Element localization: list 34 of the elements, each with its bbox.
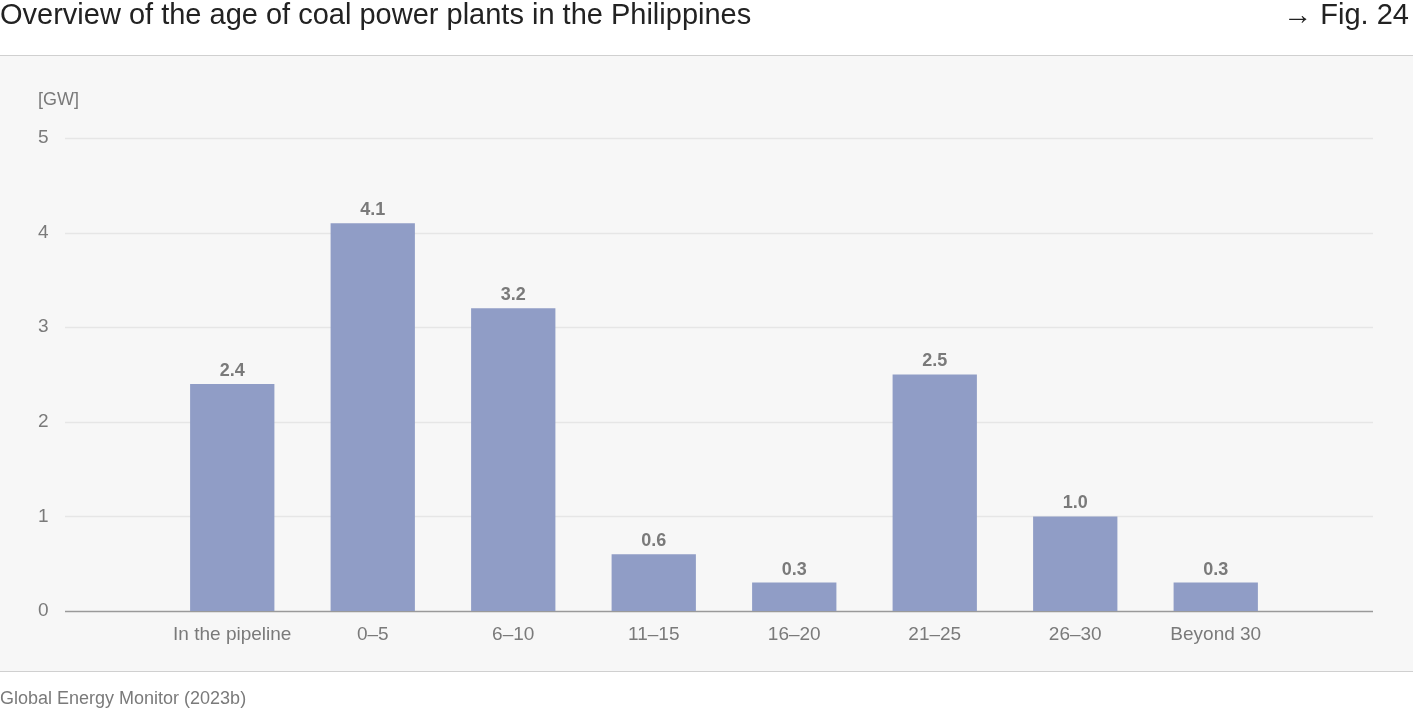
bar bbox=[752, 582, 837, 611]
x-tick-label: 0–5 bbox=[356, 622, 389, 644]
bar bbox=[190, 383, 275, 611]
bar bbox=[330, 223, 415, 611]
y-tick-label: 2 bbox=[38, 410, 49, 432]
y-tick-label: 3 bbox=[38, 315, 49, 337]
data-label: 0.3 bbox=[1203, 558, 1229, 579]
data-label: 2.4 bbox=[219, 359, 245, 380]
y-tick-label: 1 bbox=[38, 504, 49, 526]
x-tick-label: 26–30 bbox=[1048, 622, 1102, 644]
bar bbox=[1033, 516, 1118, 611]
bar bbox=[611, 554, 696, 611]
data-label: 0.3 bbox=[781, 558, 807, 579]
bar bbox=[471, 308, 556, 611]
bar bbox=[892, 374, 977, 611]
x-tick-label: 16–20 bbox=[767, 622, 821, 644]
data-label: 4.1 bbox=[360, 199, 386, 220]
bar bbox=[1173, 582, 1258, 611]
x-tick-label: 21–25 bbox=[908, 622, 962, 644]
y-tick-label: 5 bbox=[38, 126, 49, 148]
text: Global Energy Monitor (2023b) bbox=[0, 688, 247, 709]
chart-title: Overview of the age of coal power plants in the Philippines bbox=[0, 0, 752, 31]
data-label: 3.2 bbox=[500, 284, 526, 305]
text: → Fig. 24 bbox=[1283, 0, 1409, 31]
data-label: 1.0 bbox=[1062, 492, 1088, 513]
x-tick-label: 6–10 bbox=[492, 622, 535, 644]
x-tick-label: In the pipeline bbox=[173, 622, 292, 644]
data-label: 2.5 bbox=[922, 350, 948, 371]
y-axis-title: [GW] bbox=[38, 89, 79, 110]
x-tick-label: 11–15 bbox=[628, 622, 680, 644]
x-tick-label: Beyond 30 bbox=[1170, 622, 1262, 644]
y-tick-label: 0 bbox=[38, 599, 49, 621]
y-tick-label: 4 bbox=[38, 220, 49, 242]
data-label: 0.6 bbox=[641, 530, 667, 551]
